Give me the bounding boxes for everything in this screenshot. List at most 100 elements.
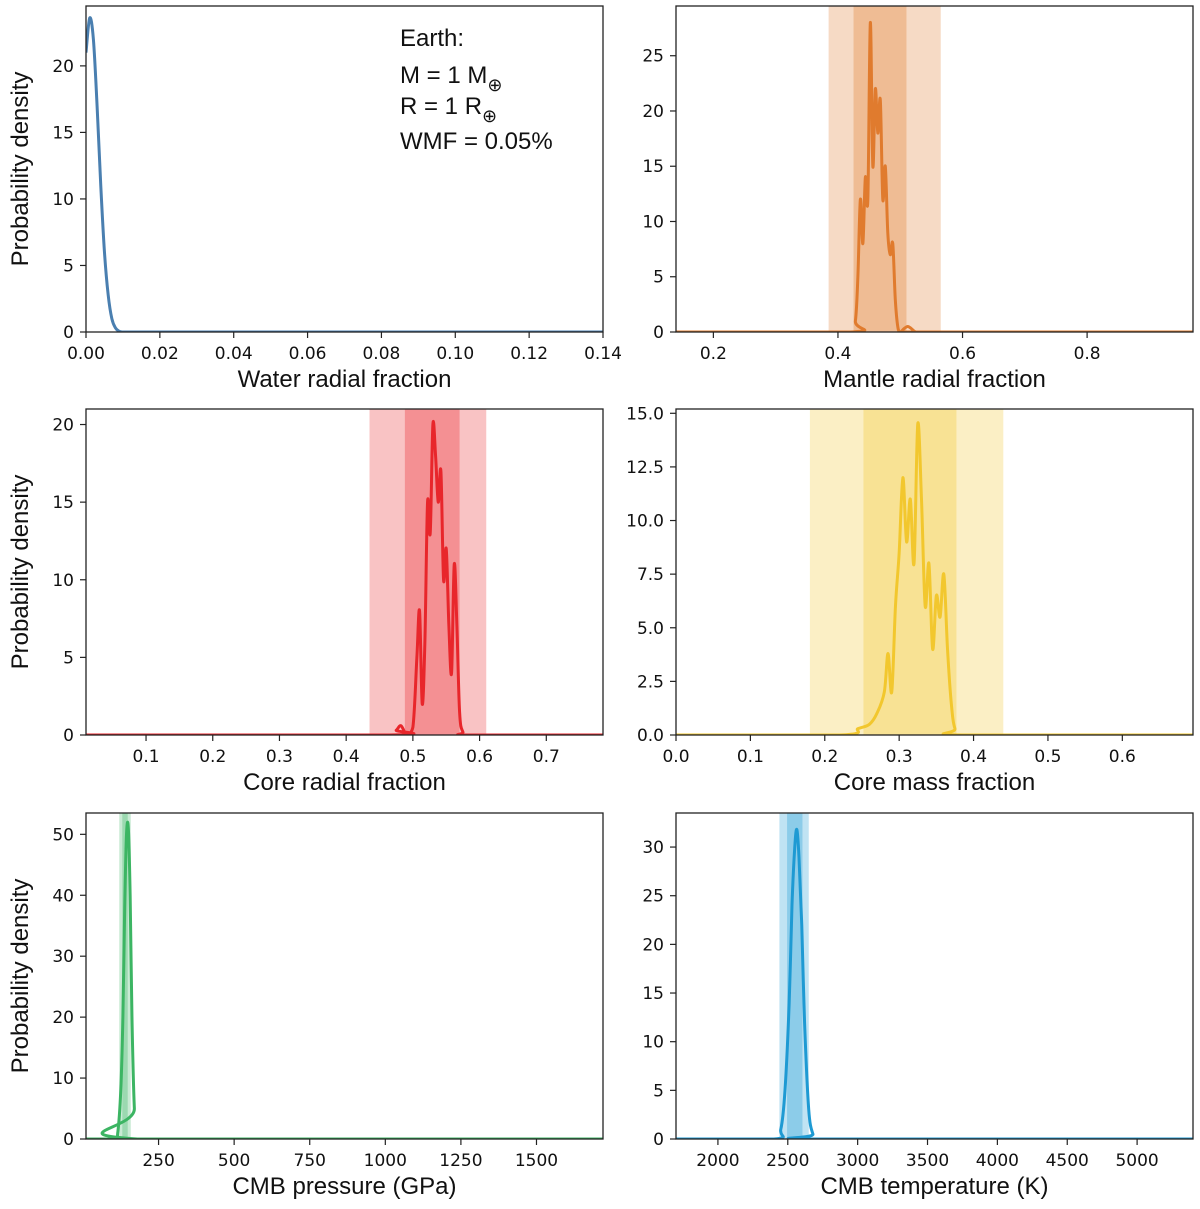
x-tick-label-core-radial: 0.5 (399, 747, 426, 767)
axes-frame-cmb-temperature (675, 812, 1194, 1140)
panel-core-radial: 0.1 0.2 0.3 0.4 0.5 0.6 0.7 0 5 10 15 20 Core radial… (7, 408, 604, 796)
x-tick-label-water-radial: 0.12 (510, 344, 548, 364)
x-tick-label-cmb-pressure: 1000 (364, 1151, 407, 1171)
y-tick-label-water-radial: 5 (63, 256, 74, 276)
y-tick-label-core-radial: 15 (52, 493, 74, 513)
y-axis-title-core-radial: Probability density (7, 475, 34, 670)
density-curve-core-radial (86, 420, 603, 735)
y-tick-label-cmb-temperature: 20 (642, 935, 664, 955)
x-tick-label-core-radial: 0.7 (533, 747, 560, 767)
x-tick-label-core-radial: 0.1 (133, 747, 160, 767)
density-curve-cmb-pressure (86, 820, 603, 1139)
y-tick-label-mantle-radial: 15 (642, 157, 664, 177)
inner-interval-band-mantle-radial (853, 6, 907, 332)
panel-core-mass: 0.0 0.1 0.2 0.3 0.4 0.5 0.6 0.0 2.5 5.0 7.5 10.0 12.… (626, 404, 1194, 796)
x-tick-label-cmb-temperature: 3500 (906, 1151, 949, 1171)
y-tick-label-water-radial: 15 (52, 123, 74, 143)
x-axis-title-cmb-pressure: CMB pressure (GPa) (232, 1173, 456, 1200)
y-tick-label-cmb-temperature: 30 (642, 838, 664, 858)
x-axis-title-core-mass: Core mass fraction (834, 769, 1035, 796)
y-tick-label-cmb-temperature: 5 (653, 1081, 664, 1101)
panel-mantle-radial: 0.2 0.4 0.6 0.8 0 5 10 15 20 25 Mantle radial frac… (642, 5, 1194, 393)
y-tick-label-cmb-temperature: 0 (653, 1130, 664, 1150)
x-tick-label-cmb-pressure: 1500 (515, 1151, 558, 1171)
annotation-line-earth: Earth: (400, 25, 464, 52)
y-tick-label-mantle-radial: 25 (642, 47, 664, 67)
x-axis-title-core-radial: Core radial fraction (243, 769, 446, 796)
y-tick-label-core-radial: 10 (52, 571, 74, 591)
x-tick-label-mantle-radial: 0.6 (949, 344, 976, 364)
y-tick-label-core-mass: 2.5 (637, 672, 664, 692)
y-tick-label-water-radial: 20 (52, 57, 74, 77)
outer-interval-band-core-mass (809, 409, 1004, 735)
y-tick-label-cmb-pressure: 50 (52, 825, 74, 845)
y-tick-label-cmb-temperature: 25 (642, 887, 664, 907)
x-tick-label-cmb-pressure: 750 (294, 1151, 326, 1171)
x-tick-label-core-mass: 0.6 (1109, 747, 1136, 767)
axes-frame-core-radial (85, 408, 604, 736)
x-tick-label-cmb-pressure: 500 (218, 1151, 250, 1171)
panel-cmb-temperature: 2000 2500 3000 3500 4000 4500 5000 0 5 10 15 20 25 30… (642, 812, 1194, 1200)
axes-frame-mantle-radial (675, 5, 1194, 333)
y-tick-label-core-mass: 5.0 (637, 619, 664, 639)
earth-annotation: Earth: M = 1 M⊕ R = 1 R⊕ WMF = 0.05% (400, 25, 553, 155)
x-tick-label-core-radial: 0.2 (199, 747, 226, 767)
x-tick-label-cmb-pressure: 250 (142, 1151, 174, 1171)
y-tick-label-core-mass: 10.0 (626, 512, 664, 532)
density-curve-mantle-radial (676, 21, 1193, 332)
axes-frame-cmb-pressure (85, 812, 604, 1140)
y-tick-label-mantle-radial: 10 (642, 212, 664, 232)
x-tick-label-water-radial: 0.04 (215, 344, 253, 364)
x-tick-label-mantle-radial: 0.2 (700, 344, 727, 364)
axes-frame-water-radial (85, 5, 604, 333)
x-tick-label-core-mass: 0.2 (811, 747, 838, 767)
x-tick-label-cmb-pressure: 1250 (439, 1151, 482, 1171)
y-axis-title-cmb-pressure: Probability density (7, 879, 34, 1074)
annotation-mass-subscript: ⊕ (487, 75, 502, 95)
inner-interval-band-core-mass (863, 409, 957, 735)
annotation-line-mass: M = 1 M⊕ (400, 62, 502, 95)
y-tick-label-core-radial: 20 (52, 416, 74, 436)
panel-water-radial: 0.00 0.02 0.04 0.06 0.08 0.10 0.12 0.14 0 5 10 15 20… (7, 5, 622, 393)
y-axis-title-water-radial: Probability density (7, 72, 34, 267)
x-tick-label-cmb-temperature: 5000 (1115, 1151, 1158, 1171)
y-tick-label-cmb-pressure: 10 (52, 1069, 74, 1089)
x-tick-label-core-mass: 0.5 (1034, 747, 1061, 767)
x-tick-label-cmb-temperature: 4000 (976, 1151, 1019, 1171)
density-curve-water-radial (86, 16, 603, 332)
x-tick-label-mantle-radial: 0.8 (1074, 344, 1101, 364)
x-tick-label-water-radial: 0.14 (584, 344, 622, 364)
y-tick-label-mantle-radial: 5 (653, 268, 664, 288)
y-tick-label-cmb-pressure: 0 (63, 1130, 74, 1150)
annotation-line-radius: R = 1 R⊕ (400, 93, 497, 126)
y-tick-label-water-radial: 10 (52, 190, 74, 210)
x-tick-label-core-radial: 0.4 (333, 747, 360, 767)
x-tick-label-cmb-temperature: 4500 (1046, 1151, 1089, 1171)
y-tick-label-cmb-pressure: 20 (52, 1008, 74, 1028)
y-tick-label-core-mass: 15.0 (626, 404, 664, 424)
x-tick-label-core-mass: 0.3 (886, 747, 913, 767)
y-tick-label-core-mass: 0.0 (637, 726, 664, 746)
y-tick-label-core-mass: 7.5 (637, 565, 664, 585)
density-curve-core-mass (676, 421, 1193, 735)
annotation-radius-subscript: ⊕ (482, 106, 497, 126)
y-tick-label-cmb-temperature: 10 (642, 1033, 664, 1053)
x-axis-title-mantle-radial: Mantle radial fraction (823, 366, 1046, 393)
chart-panels: 0.00 0.02 0.04 0.06 0.08 0.10 0.12 0.1405101520… (7, 5, 1194, 1200)
y-tick-label-core-mass: 12.5 (626, 458, 664, 478)
y-tick-label-mantle-radial: 20 (642, 102, 664, 122)
y-tick-label-core-radial: 0 (63, 726, 74, 746)
outer-interval-band-core-radial (369, 409, 487, 735)
x-tick-label-water-radial: 0.10 (436, 344, 474, 364)
x-tick-label-water-radial: 0.02 (141, 344, 179, 364)
panel-cmb-pressure: 250 500 750 1000 1250 1500 0 10 20 30 40 50 CMB pres… (7, 812, 604, 1200)
density-curve-cmb-temperature (676, 827, 1193, 1139)
x-tick-label-core-mass: 0.1 (737, 747, 764, 767)
x-tick-label-cmb-temperature: 3000 (836, 1151, 879, 1171)
annotation-radius-prefix: R = 1 R (400, 93, 482, 120)
x-axis-title-water-radial: Water radial fraction (238, 366, 452, 393)
x-tick-label-core-radial: 0.3 (266, 747, 293, 767)
x-tick-label-core-mass: 0.0 (662, 747, 689, 767)
y-tick-label-cmb-pressure: 30 (52, 947, 74, 967)
x-tick-label-mantle-radial: 0.4 (824, 344, 851, 364)
